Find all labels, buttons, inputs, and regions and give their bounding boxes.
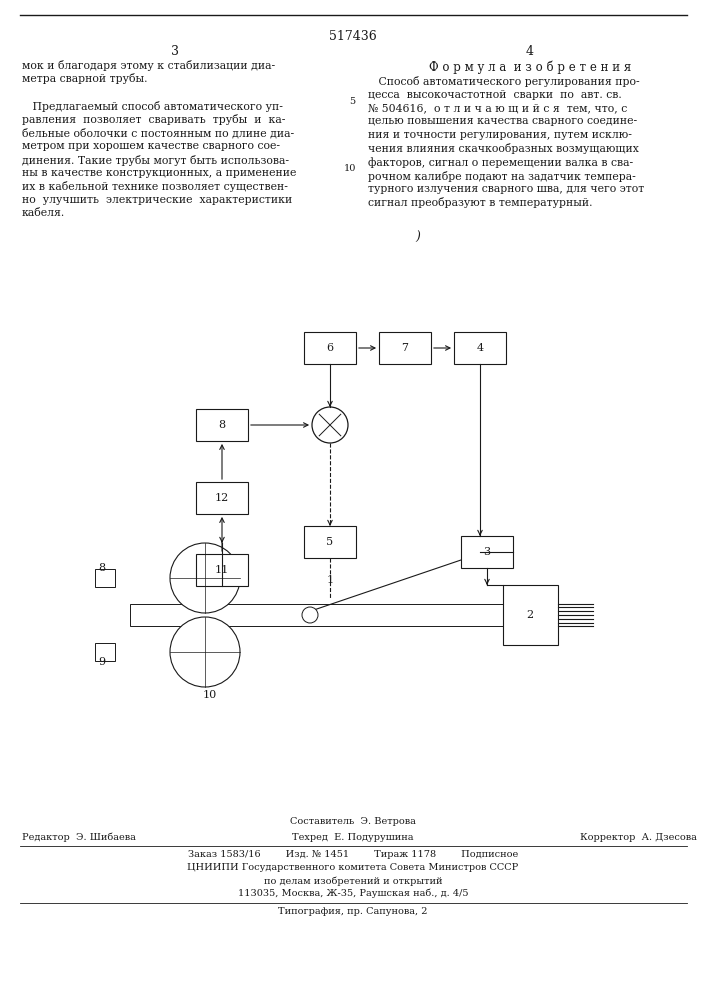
Text: Ф о р м у л а  и з о б р е т е н и я: Ф о р м у л а и з о б р е т е н и я [429,60,631,74]
Text: бельные оболочки с постоянным по длине диа-: бельные оболочки с постоянным по длине д… [22,127,294,138]
Text: Редактор  Э. Шибаева: Редактор Э. Шибаева [22,833,136,842]
Text: кабеля.: кабеля. [22,209,65,219]
Text: Техред  Е. Подурушина: Техред Е. Подурушина [292,833,414,842]
Text: № 504616,  о т л и ч а ю щ и й с я  тем, что, с: № 504616, о т л и ч а ю щ и й с я тем, ч… [368,103,627,113]
Circle shape [302,607,318,623]
Text: 5: 5 [349,97,355,105]
Text: равления  позволяет  сваривать  трубы  и  ка-: равления позволяет сваривать трубы и ка- [22,114,286,125]
Text: Составитель  Э. Ветрова: Составитель Э. Ветрова [290,817,416,826]
Text: 9: 9 [98,657,105,667]
Text: 7: 7 [402,343,409,353]
Text: 12: 12 [215,493,229,503]
Text: ЦНИИПИ Государственного комитета Совета Министров СССР: ЦНИИПИ Государственного комитета Совета … [187,863,519,872]
Circle shape [170,543,240,613]
Text: метра сварной трубы.: метра сварной трубы. [22,74,148,85]
Text: но  улучшить  электрические  характеристики: но улучшить электрические характеристики [22,195,292,205]
Text: ны в качестве конструкционных, а применение: ны в качестве конструкционных, а примене… [22,168,296,178]
Bar [196,554,248,586]
Text: 4: 4 [477,343,484,353]
Text: ния и точности регулирования, путем исклю-: ния и точности регулирования, путем искл… [368,130,632,140]
Bar [461,536,513,568]
Text: 4: 4 [526,45,534,58]
Bar [503,585,558,645]
Bar [95,643,115,661]
Text: 1: 1 [327,575,334,585]
Text: целью повышения качества сварного соедине-: целью повышения качества сварного соедин… [368,116,637,126]
Text: Корректор  А. Дзесова: Корректор А. Дзесова [580,833,697,842]
Text: динения. Такие трубы могут быть использова-: динения. Такие трубы могут быть использо… [22,154,289,165]
Bar [130,604,503,626]
Text: 517436: 517436 [329,30,377,43]
Bar [304,526,356,558]
Text: их в кабельной технике позволяет существен-: их в кабельной технике позволяет существ… [22,182,288,192]
Text: факторов, сигнал о перемещении валка в сва-: факторов, сигнал о перемещении валка в с… [368,157,633,168]
Text: чения влияния скачкообразных возмущающих: чения влияния скачкообразных возмущающих [368,143,639,154]
Text: 113035, Москва, Ж-35, Раушская наб., д. 4/5: 113035, Москва, Ж-35, Раушская наб., д. … [238,889,468,898]
Text: 8: 8 [218,420,226,430]
Text: мок и благодаря этому к стабилизации диа-: мок и благодаря этому к стабилизации диа… [22,60,275,71]
Text: Способ автоматического регулирования про-: Способ автоматического регулирования про… [368,76,640,87]
Text: рочном калибре подают на задатчик темпера-: рочном калибре подают на задатчик темпер… [368,170,636,182]
Text: 2: 2 [527,610,534,620]
Text: по делам изобретений и открытий: по делам изобретений и открытий [264,876,443,886]
Text: сигнал преобразуют в температурный.: сигнал преобразуют в температурный. [368,198,592,209]
Bar [454,332,506,364]
Bar [95,569,115,587]
Text: 3: 3 [171,45,179,58]
Circle shape [170,617,240,687]
Text: Предлагаемый способ автоматического уп-: Предлагаемый способ автоматического уп- [22,101,283,111]
Circle shape [312,407,348,443]
Text: метром при хорошем качестве сварного сое-: метром при хорошем качестве сварного сое… [22,141,280,151]
Text: 10: 10 [344,164,356,173]
Text: турного излучения сварного шва, для чего этот: турного излучения сварного шва, для чего… [368,184,644,194]
Text: 11: 11 [215,565,229,575]
Bar [196,482,248,514]
Text: Типография, пр. Сапунова, 2: Типография, пр. Сапунова, 2 [279,907,428,916]
Text: цесса  высокочастотной  сварки  по  авт. св.: цесса высокочастотной сварки по авт. св. [368,90,621,100]
Text: 8: 8 [98,563,105,573]
Text: 5: 5 [327,537,334,547]
Bar [379,332,431,364]
Text: 10: 10 [203,690,217,700]
Text: 6: 6 [327,343,334,353]
Text: ): ) [415,231,420,244]
Text: Заказ 1583/16        Изд. № 1451        Тираж 1178        Подписное: Заказ 1583/16 Изд. № 1451 Тираж 1178 Под… [188,850,518,859]
Bar [304,332,356,364]
Bar [196,409,248,441]
Text: 3: 3 [484,547,491,557]
